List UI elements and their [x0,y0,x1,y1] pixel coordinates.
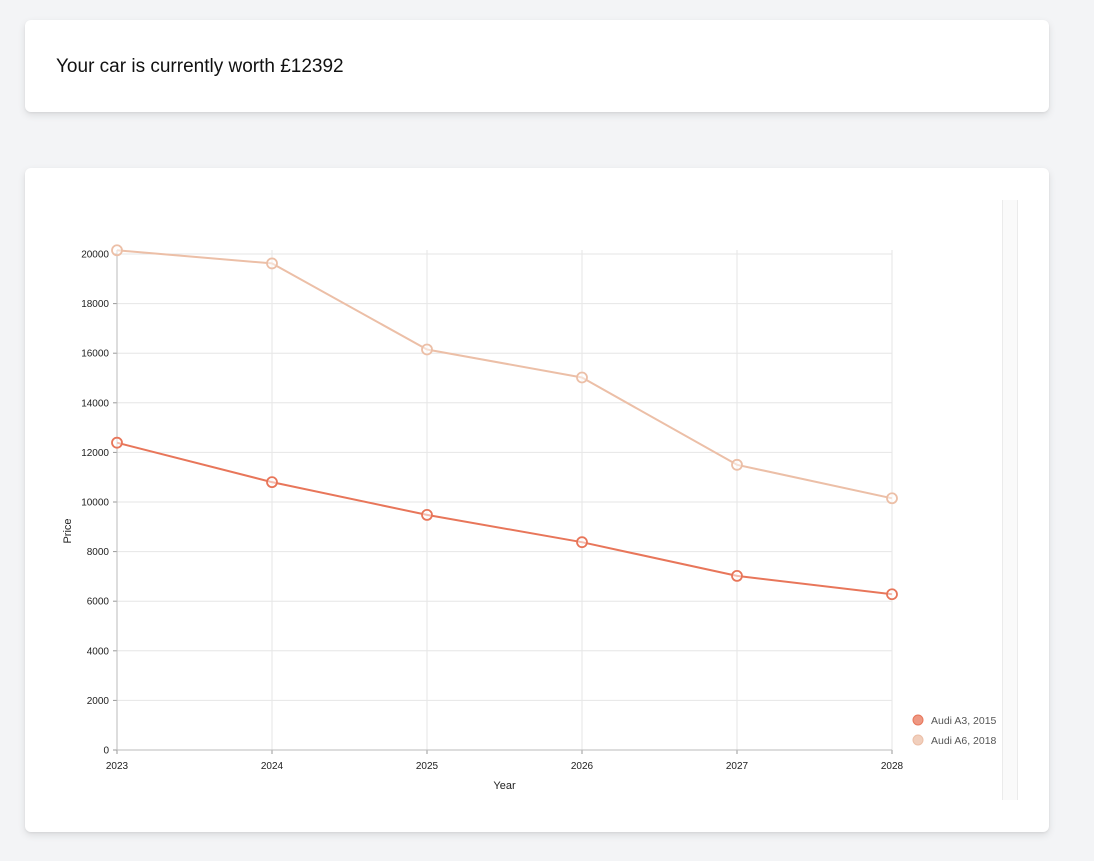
chart-legend: Audi A3, 2015 Audi A6, 2018 [912,714,997,747]
series-0-point[interactable] [266,476,278,489]
y-tick-label: 0 [103,746,109,757]
valuation-card: Your car is currently worth £12392 [25,20,1049,112]
x-axis-title: Year [493,780,516,792]
y-tick-label: 2000 [87,696,110,707]
price-chart: 0 2000 4000 6000 8000 10000 12000 14000 16000 180… [62,244,997,793]
series-1-point[interactable] [266,257,278,270]
x-tick-label: 2025 [416,761,439,772]
y-tick-label: 12000 [81,448,109,459]
series-line-0 [116,441,893,596]
y-tick-label: 18000 [81,299,109,310]
series-1-point[interactable] [576,371,588,384]
chart-series [111,244,898,601]
series-0-point[interactable] [886,588,898,601]
series-0-point[interactable] [111,436,123,449]
y-tick-label: 6000 [87,597,110,608]
legend-swatch-1[interactable] [912,734,924,746]
series-1-point[interactable] [421,343,433,356]
x-tick-label: 2023 [106,761,129,772]
series-0-point[interactable] [576,536,588,549]
y-tick-label: 4000 [87,646,110,657]
series-1-point[interactable] [111,244,123,257]
series-0-point[interactable] [421,508,433,521]
series-0-point[interactable] [731,570,743,582]
price-chart-card: 0 2000 4000 6000 8000 10000 12000 14000 16000 180… [25,168,1049,832]
series-1-point[interactable] [731,458,743,471]
y-tick-label: 20000 [81,250,109,261]
y-tick-label: 10000 [81,498,109,509]
legend-label-1[interactable]: Audi A6, 2018 [931,735,997,747]
y-axis-title: Price [62,518,74,543]
x-tick-label: 2027 [726,761,749,772]
chart-axes: 0 2000 4000 6000 8000 10000 12000 14000 16000 180… [62,250,904,793]
x-tick-label: 2024 [261,761,284,772]
series-line-1 [116,249,893,500]
x-tick-label: 2026 [571,761,594,772]
x-tick-label: 2028 [881,761,904,772]
valuation-text: Your car is currently worth £12392 [56,56,344,77]
y-tick-label: 16000 [81,349,109,360]
y-tick-label: 14000 [81,398,109,409]
chart-grid [116,250,893,751]
series-1-point[interactable] [886,492,898,505]
legend-label-0[interactable]: Audi A3, 2015 [931,715,997,727]
y-tick-label: 8000 [87,547,110,558]
chart-scrollbar[interactable] [1002,200,1018,800]
legend-swatch-0[interactable] [912,714,924,726]
